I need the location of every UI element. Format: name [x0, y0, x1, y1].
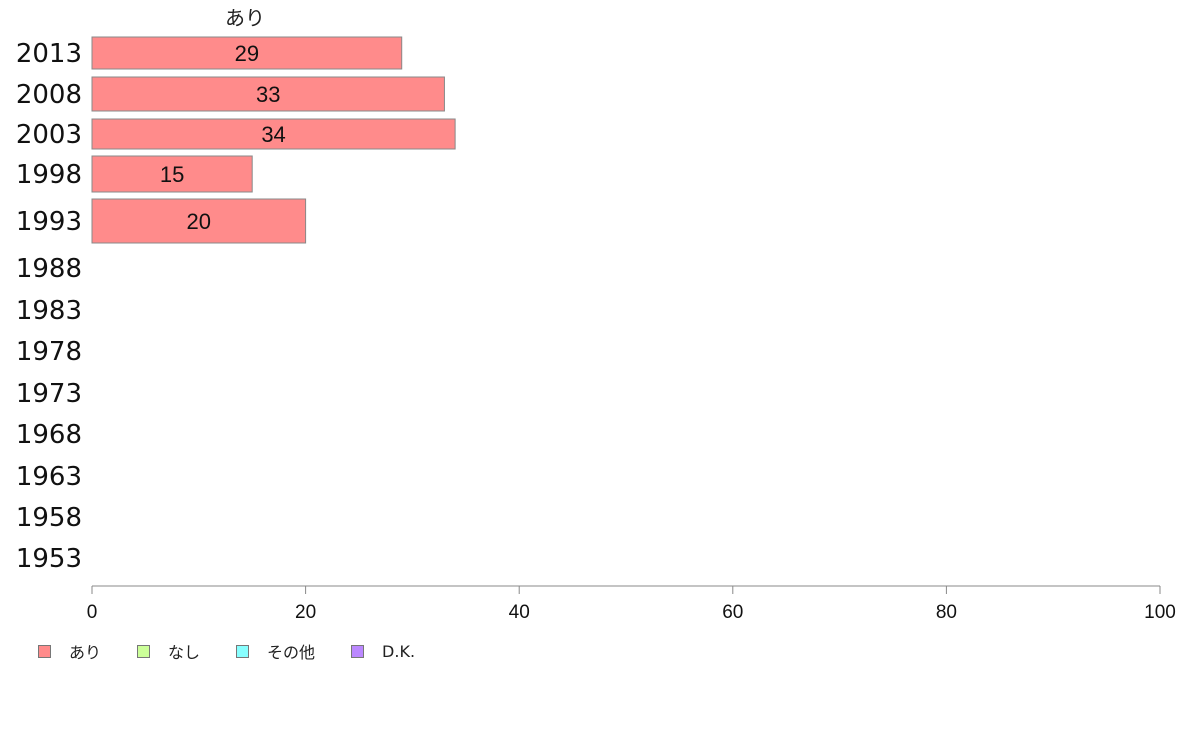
category-label: 1983	[16, 296, 82, 326]
legend-label: D.K.	[382, 641, 416, 661]
bar	[91, 76, 445, 112]
legend: あり なし その他 D.K.	[38, 639, 451, 663]
bar-value-label: 20	[187, 209, 211, 234]
bar-value-label: 15	[160, 162, 184, 187]
bar-value-label: 29	[235, 41, 259, 66]
x-tick-label: 20	[295, 602, 316, 623]
category-label: 1968	[16, 420, 82, 450]
bar	[91, 118, 456, 150]
bar-value-label: 33	[256, 82, 280, 107]
bar-value-label: 34	[261, 122, 285, 147]
category-label: 2008	[16, 80, 82, 110]
legend-swatch	[351, 644, 365, 658]
category-label: 1988	[16, 254, 82, 284]
category-label: 1993	[16, 207, 82, 237]
category-label: 1973	[16, 379, 82, 409]
x-tick-label: 60	[722, 602, 743, 623]
legend-label: あり	[69, 643, 102, 662]
y-axis-labels: 2013 2008 2003 1998 1993 1988 1983 1978 1973 1968…	[16, 39, 82, 574]
x-tick-label: 100	[1144, 602, 1176, 623]
category-label: 1953	[16, 544, 82, 574]
bar	[91, 198, 307, 244]
legend-item: D.K.	[351, 642, 415, 661]
legend-item: なし	[137, 639, 200, 663]
legend-item: あり	[38, 639, 101, 663]
series-header: あり	[225, 6, 265, 30]
category-label: 1998	[16, 160, 82, 190]
bar	[91, 155, 253, 193]
legend-item: その他	[236, 639, 315, 663]
category-label: 2013	[16, 39, 82, 69]
x-tick-label: 40	[509, 602, 530, 623]
x-tick-label: 80	[936, 602, 957, 623]
legend-swatch	[137, 644, 151, 658]
x-axis: 0 20 40 60 80 100	[87, 585, 1176, 623]
category-label: 1958	[16, 503, 82, 533]
legend-swatch	[38, 644, 51, 658]
legend-swatch	[236, 644, 250, 658]
legend-label: なし	[168, 643, 201, 662]
category-label: 1963	[16, 462, 82, 492]
legend-label: その他	[267, 643, 316, 662]
x-tick-label: 0	[87, 602, 98, 623]
bar	[91, 36, 403, 70]
category-label: 2003	[16, 120, 82, 150]
category-label: 1978	[16, 337, 82, 367]
